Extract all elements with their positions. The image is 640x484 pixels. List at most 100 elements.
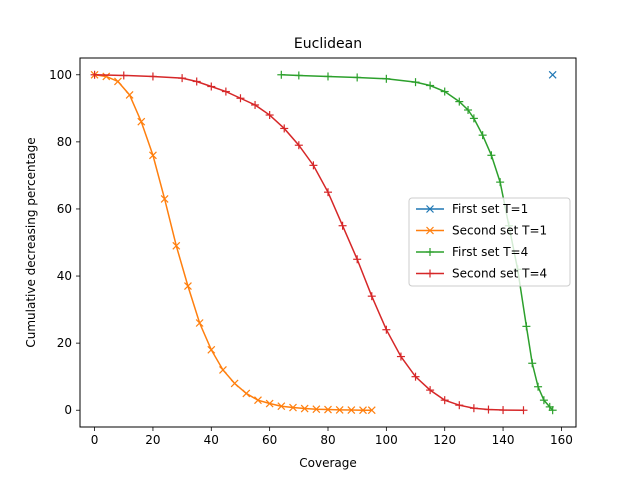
data-point [160,194,169,203]
data-point [184,282,192,291]
data-point [548,406,557,415]
data-point [312,405,321,414]
legend-marker [426,226,434,235]
legend-marker [426,248,434,256]
data-point [265,399,274,408]
x-tick-label: 40 [204,433,219,447]
legend-item: First set T=1 [416,202,528,216]
data-point [207,82,216,91]
data-point [172,241,181,250]
data-point [265,111,274,120]
series-1 [548,70,557,79]
data-point [469,404,478,413]
data-point [411,78,420,87]
x-tick-label: 80 [320,433,335,447]
data-point [487,151,496,160]
x-tick-label: 100 [375,433,398,447]
legend-label: First set T=1 [452,202,528,216]
data-point [90,70,99,79]
data-point [309,161,318,170]
x-tick-label: 140 [492,433,515,447]
x-tick-label: 160 [550,433,573,447]
data-point [119,71,128,80]
data-point [534,382,543,391]
data-point [353,255,362,264]
data-point [125,90,134,99]
data-point [522,322,531,331]
data-point [219,366,227,374]
data-point [548,70,557,79]
series-line [281,74,554,411]
data-point [289,403,297,412]
data-point [324,188,332,197]
y-tick-label: 80 [57,135,72,149]
data-point [499,406,508,415]
data-point [455,401,464,410]
legend-item: Second set T=1 [416,224,547,238]
data-point [426,386,435,395]
data-point [137,117,146,126]
data-point [178,74,187,83]
data-point [353,73,362,82]
chart-title: Euclidean [294,36,362,52]
data-point [426,81,435,90]
data-point [469,114,478,123]
data-point [440,396,449,405]
data-point [102,72,111,81]
legend-label: First set T=4 [452,245,528,259]
x-tick-label: 20 [145,433,160,447]
data-point [484,405,493,414]
data-point [335,405,344,414]
x-axis-label: Coverage [299,456,357,470]
data-point [207,345,216,354]
data-point [464,105,473,114]
y-tick-label: 0 [64,403,72,417]
legend-marker [426,269,434,278]
data-point [338,221,347,230]
legend-label: Second set T=4 [452,267,547,281]
y-tick-label: 40 [57,269,72,283]
data-point [192,77,201,86]
data-point [242,389,251,398]
data-point [294,71,303,80]
legend: First set T=1 Second set T=1 First set T=4… [408,197,571,287]
data-point [294,141,303,150]
y-tick-label: 100 [49,68,72,82]
data-point [300,404,309,413]
data-point [440,87,449,96]
data-point [478,131,487,140]
data-point [382,325,391,334]
data-point [539,396,548,405]
data-point [455,97,464,106]
data-point [359,406,367,415]
data-point [382,74,391,83]
series-2 [90,70,376,415]
legend-marker [426,205,434,213]
y-axis-label: Cumulative decreasing percentage [24,137,38,347]
data-point [148,72,157,81]
data-point [254,396,262,405]
data-point [230,379,239,388]
data-point [114,77,122,86]
data-point [367,292,376,301]
legend-box [408,197,571,287]
data-point [221,87,230,96]
data-point [236,94,245,103]
data-point [396,352,405,361]
series-4 [90,70,528,415]
data-point [496,178,505,187]
data-point [277,402,286,411]
y-tick-label: 20 [57,336,72,350]
legend-item: First set T=4 [416,245,528,259]
data-point [280,124,289,133]
legend-item: Second set T=4 [416,267,547,281]
x-tick-label: 120 [433,433,456,447]
x-tick-label: 0 [91,433,99,447]
data-point [367,406,376,415]
data-point [528,359,537,368]
data-point [324,405,332,414]
data-point [324,72,332,81]
series-layer [90,70,557,415]
data-point [277,70,286,79]
